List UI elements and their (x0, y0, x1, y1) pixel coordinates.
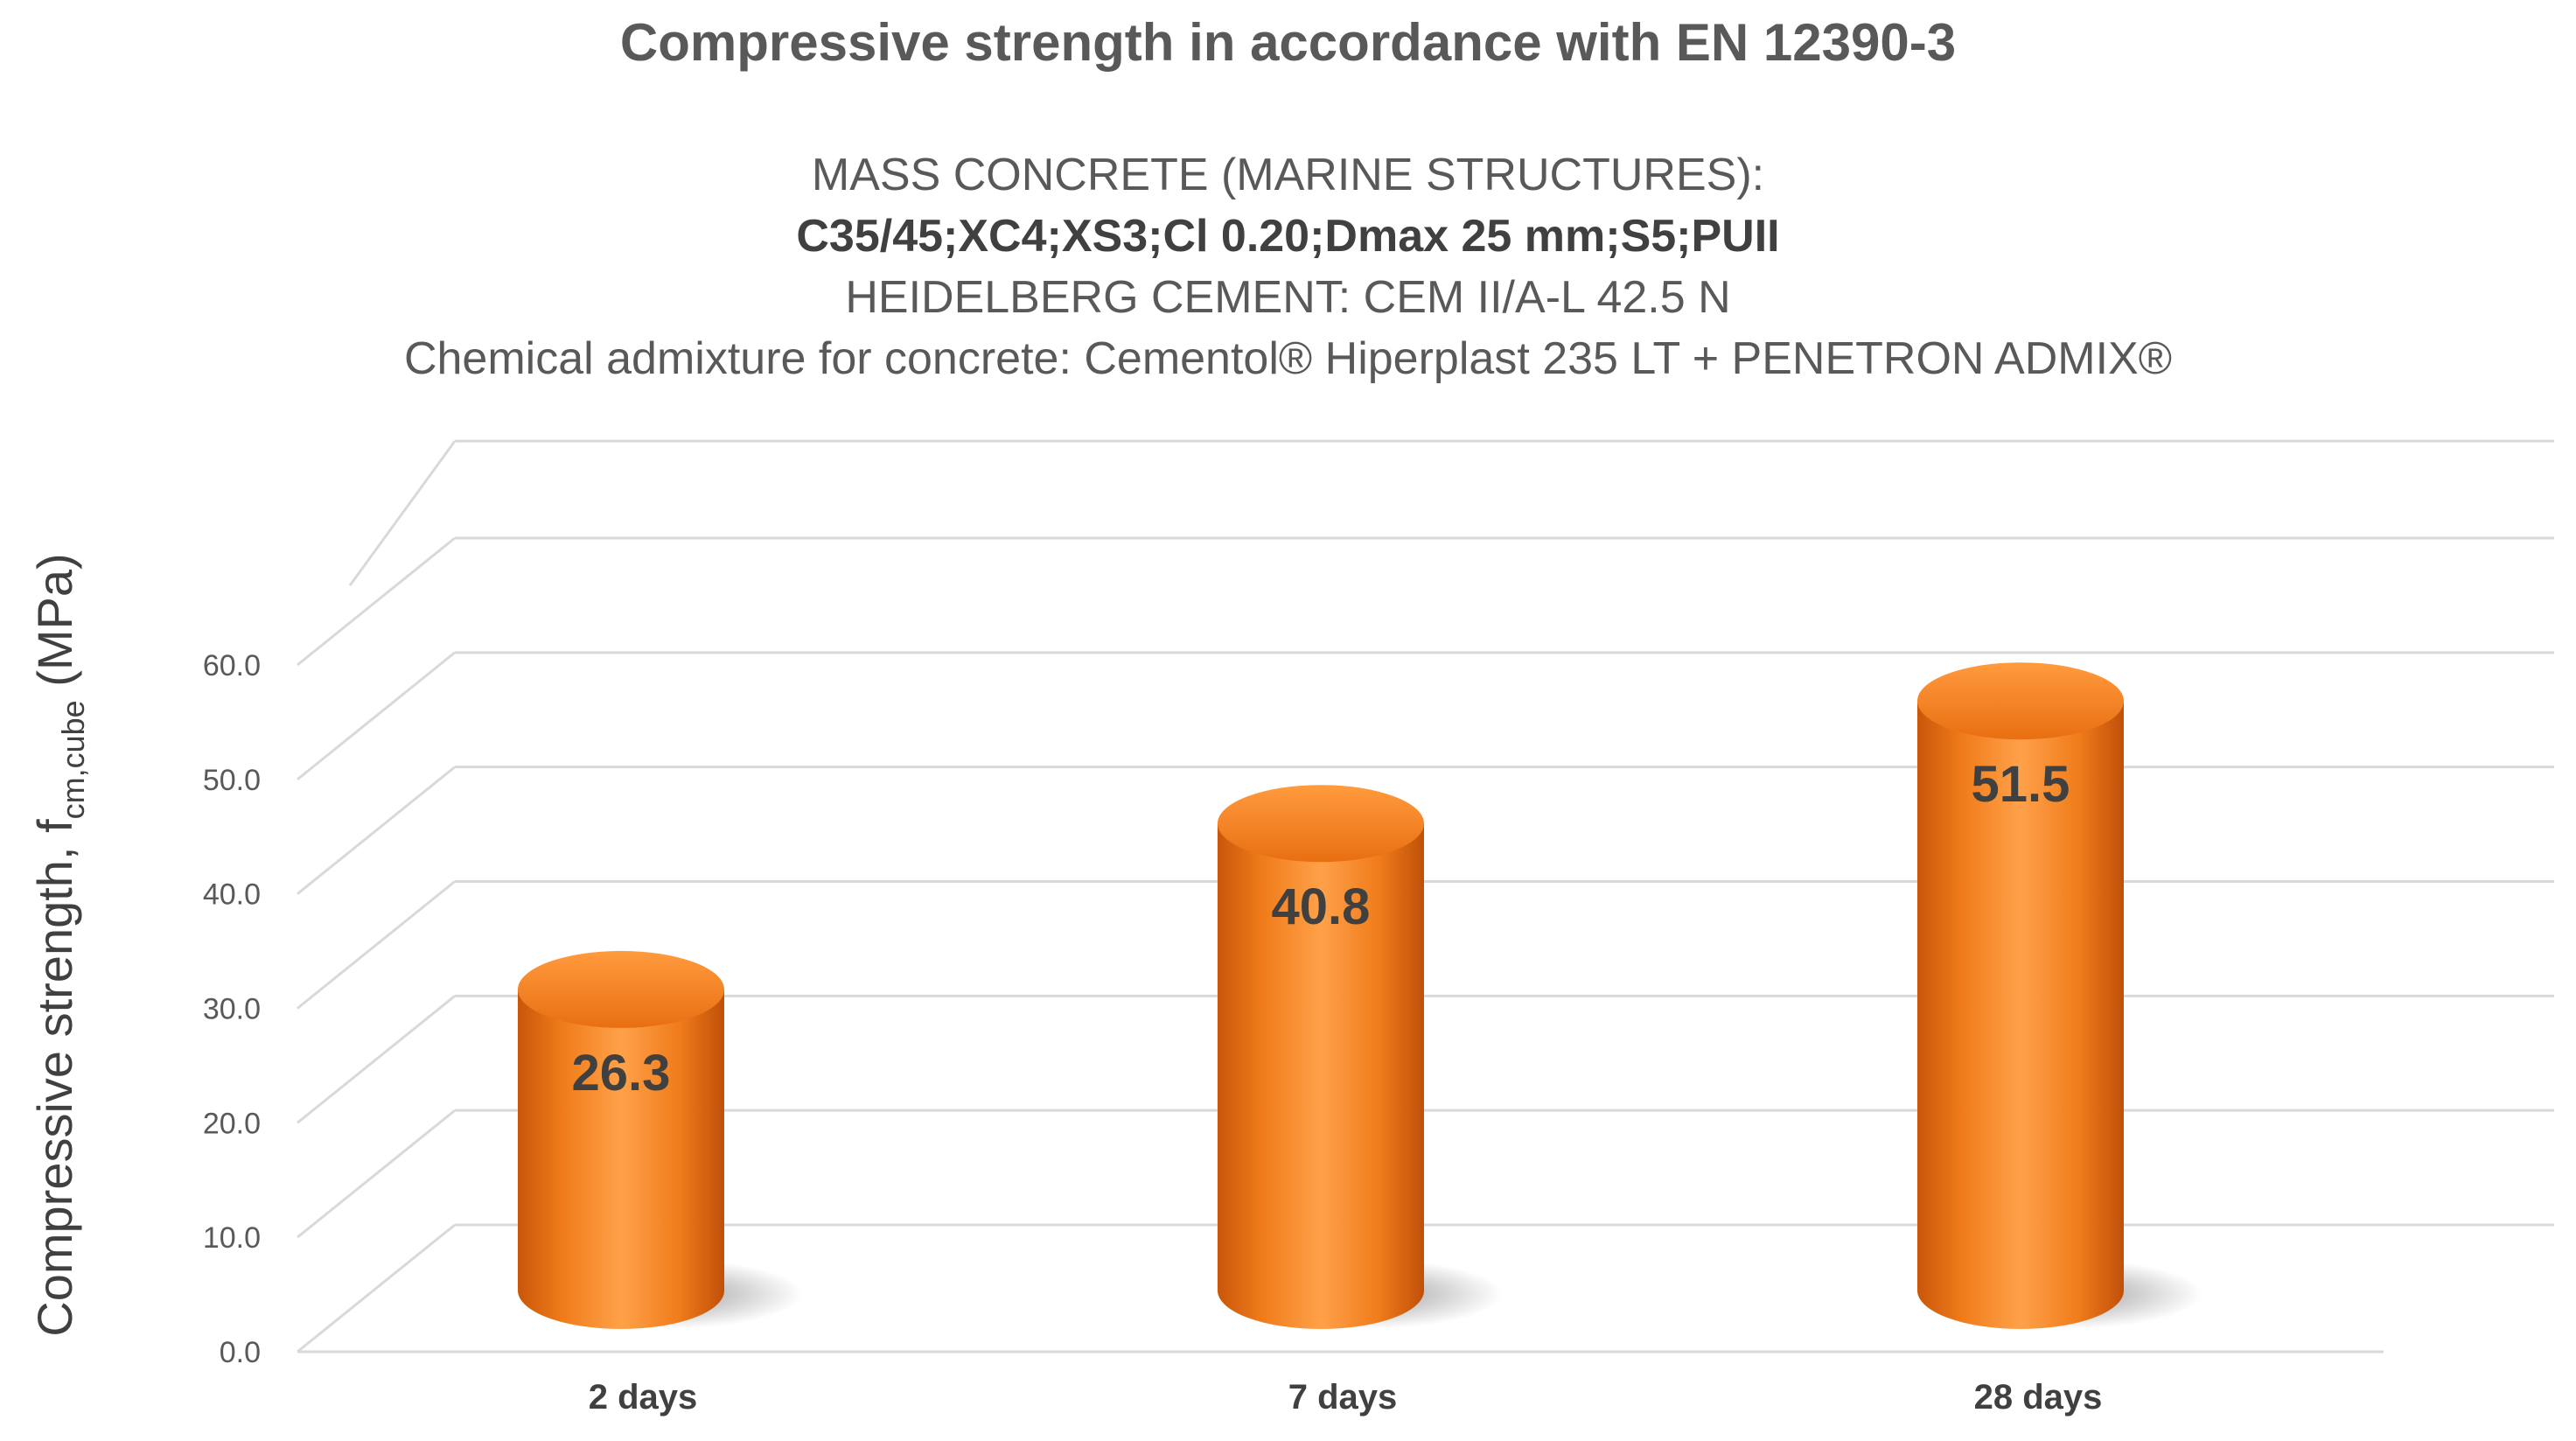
gridline-side (297, 1109, 456, 1239)
chart-subtitle-line-1: MASS CONCRETE (MARINE STRUCTURES): (811, 150, 1765, 200)
bar-body (518, 989, 724, 1329)
bar-7-days (1218, 785, 1503, 1329)
x-tick-label: 2 days (589, 1378, 698, 1417)
gridline-side (297, 995, 456, 1124)
chart-subtitle-line-2: C35/45;XC4;XS3;Cl 0.20;Dmax 25 mm;S5;PUI… (796, 211, 1780, 262)
bar-top (518, 950, 724, 1028)
y-axis-label: Compressive strength, fcm,cube (MPa) (27, 553, 91, 1336)
bar-body (1917, 701, 2124, 1329)
chart-title: Compressive strength in accordance with … (619, 13, 1957, 72)
data-label: 51.5 (1972, 756, 2070, 813)
bar-28-days (1917, 662, 2203, 1329)
gridline-side (297, 766, 456, 895)
bar-2-days (518, 950, 803, 1329)
data-label: 26.3 (572, 1045, 671, 1102)
y-tick-label: 50.0 (203, 764, 261, 797)
y-tick-label: 60.0 (203, 649, 261, 682)
gridline-side (297, 1223, 456, 1354)
gridline-side (297, 536, 456, 667)
y-tick-label: 30.0 (203, 993, 261, 1026)
data-label: 40.8 (1272, 878, 1371, 935)
gridline-side (297, 651, 456, 781)
gridline-side (348, 440, 457, 587)
bar-top (1218, 785, 1424, 863)
chart-subtitle-line-3: HEIDELBERG CEMENT: CEM II/A-L 42.5 N (845, 272, 1731, 323)
bar-top (1917, 662, 2124, 740)
y-tick-label: 0.0 (220, 1336, 261, 1369)
x-tick-label: 28 days (1974, 1378, 2103, 1417)
y-tick-label: 10.0 (203, 1221, 261, 1255)
y-tick-label: 40.0 (203, 878, 261, 912)
y-tick-label: 20.0 (203, 1107, 261, 1140)
gridline-side (297, 880, 456, 1010)
chart-subtitle-line-4: Chemical admixture for concrete: Cemento… (403, 333, 2173, 384)
bar-body (1218, 823, 1424, 1329)
x-tick-label: 7 days (1288, 1378, 1398, 1417)
